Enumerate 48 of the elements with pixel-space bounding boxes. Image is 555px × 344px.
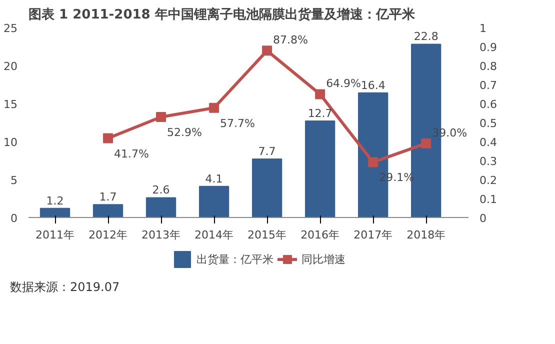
x-tick-label: 2015年 <box>248 228 287 242</box>
data-label: 1.7 <box>99 190 117 204</box>
bar <box>198 186 230 218</box>
data-label: 12.7 <box>308 106 332 120</box>
data-label: 7.7 <box>258 144 276 158</box>
y2-tick-label: 0.4 <box>480 136 497 149</box>
source-note: 数据来源：2019.07 <box>10 279 120 296</box>
data-label: 57.7% <box>220 116 255 130</box>
data-label: 1.2 <box>46 194 64 208</box>
y2-tick-label: 0.7 <box>480 79 497 92</box>
y2-tick-label: 0.6 <box>480 98 497 111</box>
data-label: 64.9% <box>326 77 362 90</box>
chart-title: 图表 1 2011-2018 年中国锂离子电池隔膜出货量及增速：亿平米 <box>28 6 416 22</box>
legend-label: 出货量：亿平米 <box>196 252 274 266</box>
bar <box>92 204 124 218</box>
data-label: 87.8% <box>273 34 308 47</box>
y2-tick-label: 1 <box>480 22 486 35</box>
bar <box>146 197 176 218</box>
y-tick-label: 20 <box>4 60 18 73</box>
y-tick-label: 0 <box>10 212 18 225</box>
y-tick-label: 10 <box>4 136 18 149</box>
bar <box>252 158 282 218</box>
y-tick-label: 5 <box>10 174 18 187</box>
y-tick-label: 15 <box>4 98 18 111</box>
y2-tick-label: 0.8 <box>480 60 497 73</box>
data-label: 22.8 <box>414 30 438 44</box>
x-tick-label: 2013年 <box>142 228 181 242</box>
y-tick-label: 25 <box>4 22 18 35</box>
data-label: 4.1 <box>205 172 223 186</box>
y2-tick-label: 0.2 <box>480 174 497 187</box>
y2-tick-label: 0.1 <box>480 193 497 206</box>
y2-tick-label: 0.3 <box>480 155 497 168</box>
x-tick-label: 2012年 <box>88 228 128 242</box>
x-tick-label: 2017年 <box>354 228 393 242</box>
x-tick-label: 2016年 <box>300 228 340 242</box>
y2-tick-label: 0.5 <box>480 117 497 130</box>
data-label: 52.9% <box>167 126 202 139</box>
x-tick-label: 2018年 <box>406 228 446 242</box>
y2-tick-label: 0.9 <box>480 41 497 54</box>
bar <box>40 208 70 218</box>
bar <box>304 120 336 218</box>
data-label: 2.6 <box>152 184 170 197</box>
data-label: 16.4 <box>360 78 386 92</box>
data-label: 41.7% <box>114 147 149 160</box>
y2-tick-label: 0 <box>480 212 486 225</box>
x-tick-label: 2011年 <box>36 228 75 242</box>
legend-label: 同比增速 <box>302 252 346 266</box>
x-tick-label: 2014年 <box>194 228 234 242</box>
